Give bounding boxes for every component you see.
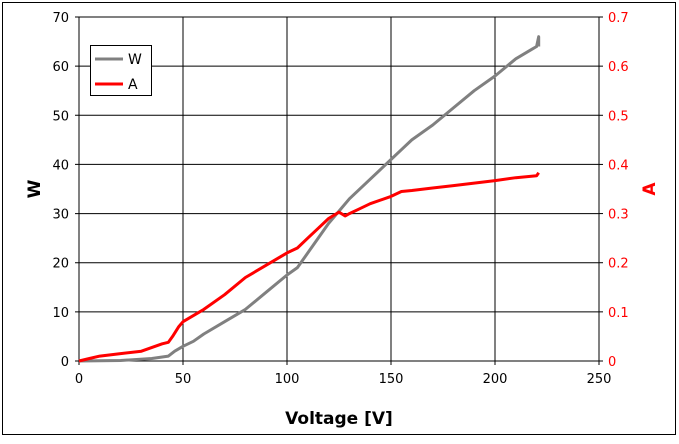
grid — [75, 16, 603, 365]
y2-tick-label: 0.6 — [608, 60, 629, 75]
x-tick-label: 200 — [483, 372, 508, 387]
x-axis-label: Voltage [V] — [285, 409, 393, 429]
y-tick-label: 70 — [52, 11, 69, 26]
y2-tick-label: 0.4 — [608, 158, 629, 173]
y-axis-label: W — [25, 179, 45, 198]
y2-tick-label: 0 — [608, 355, 616, 370]
x-tick-label: 0 — [75, 372, 83, 387]
y-tick-label: 50 — [52, 109, 69, 124]
y2-tick-label: 0.5 — [608, 109, 629, 124]
y-tick-label: 40 — [52, 158, 69, 173]
x-tick-label: 100 — [275, 372, 300, 387]
series-lines — [78, 35, 541, 363]
y-tick-label: 0 — [61, 355, 69, 370]
x-tick-label: 250 — [587, 372, 612, 387]
y-tick-label: 20 — [52, 257, 69, 272]
y-tick-label: 10 — [52, 306, 69, 321]
y2-tick-label: 0.1 — [608, 306, 629, 321]
y2-tick-label: 0.2 — [608, 257, 629, 272]
legend-label-w: W — [128, 52, 142, 68]
y-tick-label: 30 — [52, 208, 69, 223]
y2-tick-label: 0.3 — [608, 208, 629, 223]
tick-labels: 0 50 100 150 200 250 0 10 20 30 40 50 60 70 0 0.1 0.2 0.3… — [52, 11, 628, 387]
x-tick-label: 150 — [379, 372, 404, 387]
y2-tick-label: 0.7 — [608, 11, 629, 26]
x-tick-label: 50 — [175, 372, 192, 387]
series-line-a — [78, 171, 540, 363]
y-tick-label: 60 — [52, 60, 69, 75]
legend-label-a: A — [128, 77, 138, 93]
series-line-w — [78, 35, 541, 363]
legend-box — [90, 45, 152, 96]
legend: W A — [90, 45, 152, 96]
y2-axis-label: A — [640, 182, 660, 196]
